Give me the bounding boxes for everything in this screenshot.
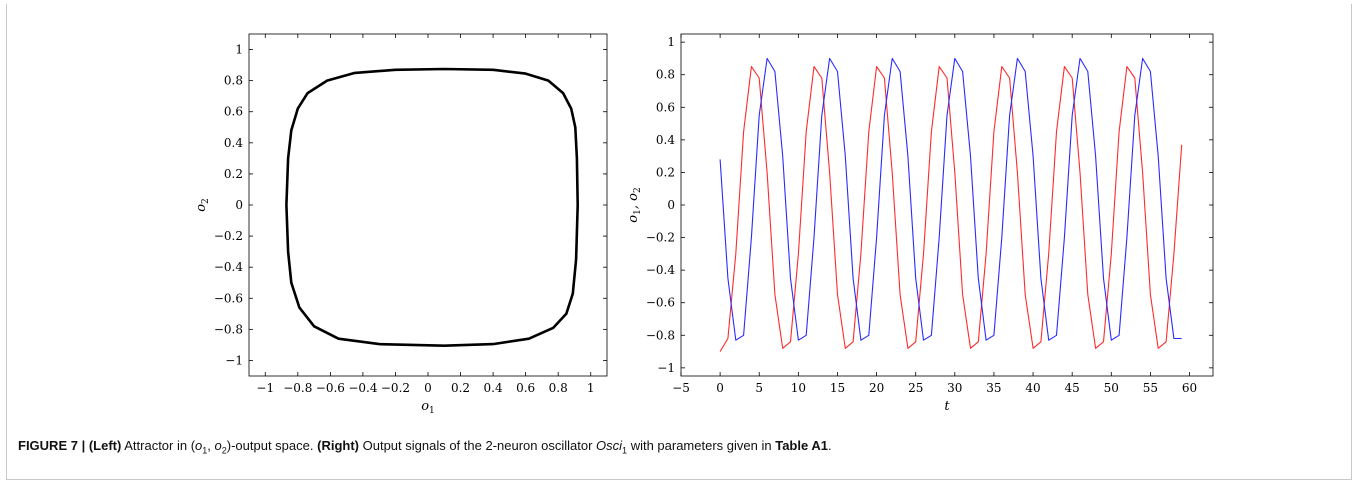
x-tick-label: 15	[830, 381, 845, 395]
x-tick-label: 0.4	[484, 381, 503, 395]
x-tick-label: 0.8	[549, 381, 568, 395]
y-tick-label: 0.8	[224, 74, 243, 88]
x-tick-label: 40	[1025, 381, 1040, 395]
x-tick-label: 55	[1143, 381, 1158, 395]
y-tick-label: 0.6	[656, 100, 675, 114]
y-tick-label: 0.4	[656, 133, 675, 147]
attractor-chart: −1 −0.8 −0.6 −0.4 −0.2 0 0.2 0.4 0.6 0.8 1−1−0.8−0…	[194, 33, 608, 416]
series-line-1	[285, 67, 579, 347]
x-tick-label: 20	[869, 381, 884, 395]
y-tick-label: 1	[235, 43, 243, 57]
x-tick-label: 10	[791, 381, 806, 395]
figure-label: FIGURE 7 |	[18, 438, 86, 453]
oscillator-subscript: 1	[622, 445, 628, 456]
figure-caption: FIGURE 7 | (Left) Attractor in (o1, o2)-…	[18, 438, 832, 456]
y-tick-label: −0.4	[214, 260, 244, 274]
x-tick-label: 35	[986, 381, 1001, 395]
y-tick-label: 0.8	[656, 68, 675, 82]
figure-frame: −1 −0.8 −0.6 −0.4 −0.2 0 0.2 0.4 0.6 0.8 1 −1 −0.8 −0…	[6, 4, 1352, 480]
x-tick-label: −1	[256, 381, 274, 395]
caption-left-post: )-output space.	[226, 438, 314, 453]
x-tick-label: 50	[1104, 381, 1119, 395]
x-axis-label: t	[944, 399, 950, 414]
y-tick-label: 0	[235, 198, 243, 212]
x-tick-label: 45	[1065, 381, 1080, 395]
x-tick-label: 5	[755, 381, 763, 395]
x-tick-label: 0	[424, 381, 432, 395]
x-tick-label: 0.2	[451, 381, 470, 395]
y-tick-label: −0.8	[214, 322, 243, 336]
y-tick-label: 0.4	[224, 136, 243, 150]
x-tick-label: −0.8	[283, 381, 312, 395]
y-tick-label: 0.2	[224, 167, 243, 181]
x-axis-label: o1	[421, 399, 435, 416]
caption-right-tag: (Right)	[317, 438, 359, 453]
y-tick-label: −0.4	[646, 263, 676, 277]
x-tick-label: 0	[716, 381, 724, 395]
y-tick-label: −0.2	[214, 229, 243, 243]
x-tick-label: −0.4	[348, 381, 378, 395]
plot-area	[680, 33, 1214, 377]
table-reference: Table A1	[775, 438, 828, 453]
x-tick-label: 60	[1182, 381, 1197, 395]
y-tick-label: −0.6	[214, 291, 243, 305]
y-tick-label: −1	[225, 353, 243, 367]
series-line-1	[719, 66, 1183, 352]
y-tick-label: 0.6	[224, 105, 243, 119]
y-tick-label: −0.2	[646, 231, 675, 245]
x-tick-label: 0.6	[516, 381, 535, 395]
y-axis-label: o1, o2	[626, 187, 643, 222]
caption-right-pre: Output signals of the 2-neuron oscillato…	[362, 438, 593, 453]
y-tick-label: 1	[667, 35, 675, 49]
y-tick-label: −0.8	[646, 328, 675, 342]
output-signals-chart: −5 0 5 10 15 20 25 30 35 40 45 50 55 60−1−0.8−0.6−0.4…	[626, 33, 1214, 414]
caption-end: .	[827, 438, 832, 453]
caption-right-mid: with parameters given in	[630, 438, 772, 453]
y-tick-label: −1	[657, 361, 675, 375]
x-tick-label: −0.2	[381, 381, 410, 395]
caption-left-pre: Attractor in (	[124, 438, 196, 453]
caption-left-tag: (Left)	[88, 438, 122, 453]
x-tick-label: −0.6	[316, 381, 345, 395]
x-tick-label: 30	[947, 381, 962, 395]
series-line-2	[719, 57, 1182, 341]
y-tick-label: 0	[667, 198, 675, 212]
oscillator-name: Osci	[596, 438, 623, 453]
y-tick-label: −0.6	[646, 296, 675, 310]
x-tick-label: −5	[672, 381, 690, 395]
x-tick-label: 25	[908, 381, 923, 395]
y-tick-label: 0.2	[656, 165, 675, 179]
y-axis-label: o2	[194, 198, 211, 212]
x-tick-label: 1	[587, 381, 595, 395]
